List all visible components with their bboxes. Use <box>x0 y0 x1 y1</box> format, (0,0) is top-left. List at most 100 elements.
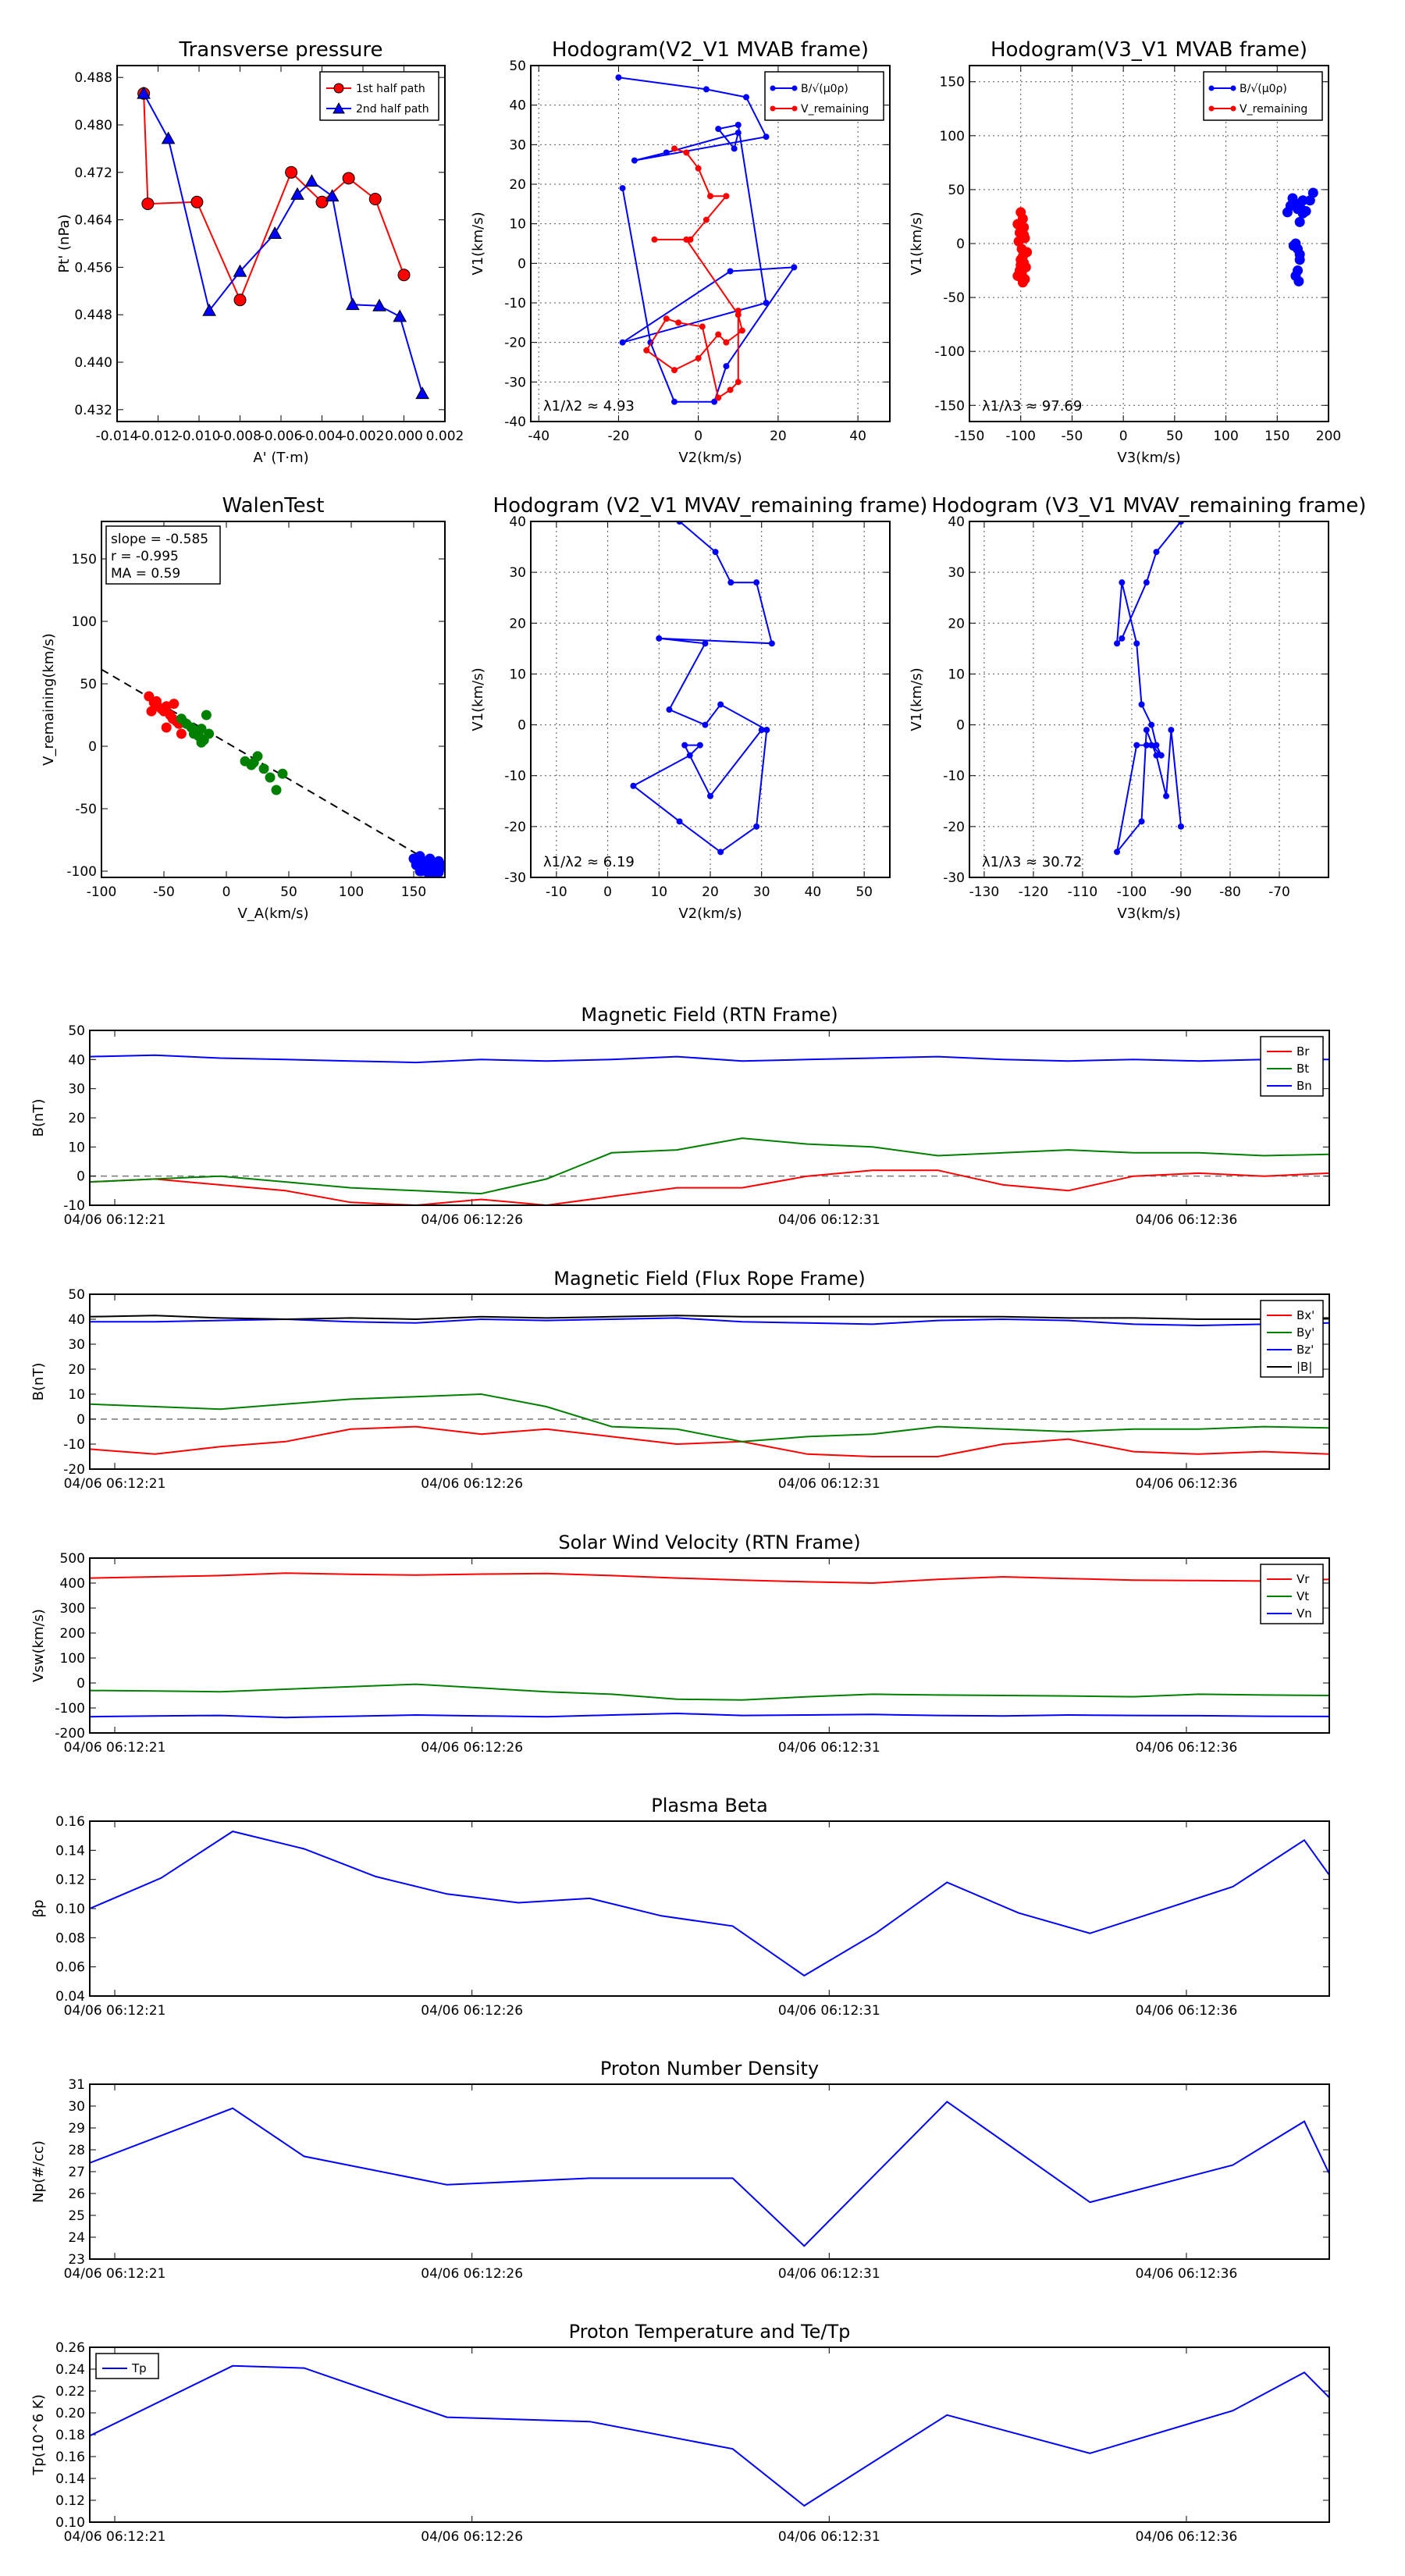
y-tick-label: -100 <box>934 344 965 360</box>
y-tick-label: 10 <box>948 667 965 682</box>
stats-line: slope = -0.585 <box>111 532 208 547</box>
x-tick-label: 200 <box>1316 429 1341 444</box>
series-line-2 <box>90 1712 1329 1719</box>
data-point <box>695 165 702 172</box>
legend-marker <box>1230 105 1236 112</box>
legend-label: |B| <box>1297 1360 1312 1374</box>
data-point <box>702 216 710 223</box>
chart-h31r: Hodogram (V3_V1 MVAV_remaining frame) -30… <box>909 494 1366 922</box>
x-tick-label: 04/06 06:12:26 <box>421 1476 523 1492</box>
chart-title: Hodogram (V3_V1 MVAV_remaining frame) <box>932 494 1367 518</box>
series-line-3 <box>90 1315 1329 1321</box>
plot-frame <box>89 1820 1330 1997</box>
data-point <box>715 331 722 338</box>
chart-title: Proton Temperature and Te/Tp <box>569 2321 851 2343</box>
data-point <box>681 742 688 749</box>
data-point <box>699 323 706 330</box>
y-tick-label: 26 <box>68 2186 85 2202</box>
data-point <box>368 193 382 205</box>
data-point <box>735 379 742 386</box>
data-point <box>702 640 709 647</box>
chart-np: Proton Number Density 23 24 25 26 27 28 29 30 31 0… <box>30 2058 1330 2282</box>
y-axis-label: B(nT) <box>30 1363 47 1401</box>
x-tick-label: -0.002 <box>342 429 385 444</box>
x-tick-label: -90 <box>1170 884 1192 900</box>
legend-label: B/√(μ0ρ) <box>801 83 848 95</box>
y-tick-label: 150 <box>940 75 965 91</box>
data-point <box>1288 240 1299 251</box>
x-tick-label: -10 <box>546 884 567 900</box>
y-tick-label: 0.04 <box>55 1989 85 2005</box>
plot-frame <box>89 1293 1330 1470</box>
y-axis-label: V1(km/s) <box>470 667 486 731</box>
data-point <box>763 133 770 141</box>
y-tick-label: -100 <box>55 1701 85 1717</box>
stats-box <box>105 525 221 585</box>
plot-area <box>615 74 798 405</box>
y-tick-label: -10 <box>943 769 965 785</box>
data-point <box>1148 721 1155 728</box>
data-point <box>1133 640 1140 647</box>
data-point <box>1294 249 1305 260</box>
data-point <box>161 722 172 733</box>
data-point <box>202 303 216 316</box>
series-line-1 <box>90 1137 1329 1195</box>
y-tick-label: -20 <box>943 820 965 835</box>
x-axis-label: A' (T·m) <box>253 450 308 466</box>
y-tick-label: 0.448 <box>74 308 112 323</box>
x-tick-label: 100 <box>1213 429 1238 444</box>
data-point <box>415 386 429 400</box>
y-tick-label: 0.08 <box>55 1930 85 1946</box>
data-point <box>1119 635 1126 642</box>
y-tick-label: 0 <box>76 1412 85 1428</box>
data-point <box>1304 195 1315 206</box>
plot-area <box>90 1054 1329 1205</box>
y-tick-label: 10 <box>68 1387 85 1403</box>
data-point <box>196 737 207 748</box>
y-tick-label: 30 <box>509 137 526 153</box>
y-tick-label: 50 <box>509 59 526 74</box>
y-tick-label: 30 <box>509 565 526 581</box>
x-tick-label: 04/06 06:12:36 <box>1136 2529 1238 2545</box>
x-tick-label: 04/06 06:12:36 <box>1136 1476 1238 1492</box>
y-tick-label: 0 <box>88 739 97 755</box>
legend-marker <box>333 83 344 94</box>
x-tick-label: 40 <box>805 884 822 900</box>
legend-label: Bx' <box>1297 1308 1314 1322</box>
x-axis-label: V2(km/s) <box>678 906 742 922</box>
data-point <box>683 236 690 243</box>
y-tick-label: 0.480 <box>74 118 112 133</box>
data-point <box>753 579 760 586</box>
data-point <box>435 858 445 869</box>
data-point <box>1177 823 1184 830</box>
legend-label: Tp <box>131 2361 147 2375</box>
y-tick-label: 10 <box>68 1140 85 1155</box>
y-tick-label: -100 <box>66 864 97 880</box>
x-tick-label: 04/06 06:12:31 <box>778 1740 880 1756</box>
legend-label: Br <box>1297 1044 1310 1059</box>
chart-beta: Plasma Beta 0.04 0.06 0.08 0.10 0.12 0.14 0.16 0… <box>30 1795 1330 2019</box>
y-tick-label: 0.26 <box>55 2340 85 2356</box>
y-tick-label: -30 <box>504 870 526 886</box>
data-point <box>204 728 215 739</box>
data-point <box>137 86 151 99</box>
data-point <box>702 721 709 728</box>
x-tick-label: 04/06 06:12:21 <box>64 2003 166 2019</box>
x-tick-label: -80 <box>1219 884 1241 900</box>
data-point <box>763 727 770 734</box>
data-point <box>717 701 724 708</box>
legend-marker <box>1230 85 1236 91</box>
y-tick-label: -20 <box>504 336 526 351</box>
chart-title: Solar Wind Velocity (RTN Frame) <box>558 1532 860 1553</box>
y-tick-label: 40 <box>948 514 965 530</box>
y-tick-label: 150 <box>72 552 97 568</box>
x-axis-label: V3(km/s) <box>1117 450 1180 466</box>
data-point <box>1143 579 1150 586</box>
x-tick-label: 0 <box>603 884 612 900</box>
series-line-1 <box>90 1683 1329 1701</box>
data-point <box>161 131 176 144</box>
data-point <box>201 710 212 720</box>
legend-box <box>1260 1300 1324 1378</box>
y-axis-label: Tp(10^6 K) <box>30 2394 47 2475</box>
